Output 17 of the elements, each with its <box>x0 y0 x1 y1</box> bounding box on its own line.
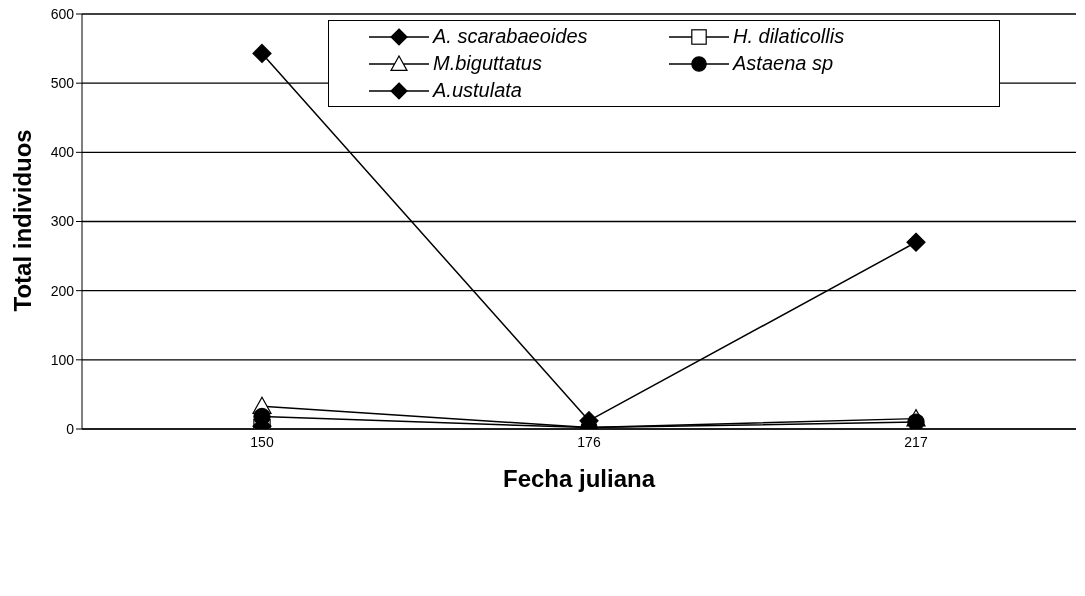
legend-label: Astaena sp <box>733 51 834 76</box>
y-tick-label: 300 <box>50 213 75 230</box>
x-tick-label: 150 <box>250 433 274 450</box>
legend-label: A.ustulata <box>433 78 522 103</box>
y-tick-label: 200 <box>50 282 75 299</box>
y-tick-label: 600 <box>50 5 75 22</box>
x-tick-label: 176 <box>577 433 601 450</box>
x-axis-title: Fecha juliana <box>502 465 656 492</box>
y-tick-label: 0 <box>66 420 75 437</box>
legend-label: M.biguttatus <box>433 51 542 76</box>
y-axis-title: Total individuos <box>8 129 36 312</box>
y-tick-label: 100 <box>50 351 75 368</box>
y-tick-label: 400 <box>50 144 75 161</box>
legend-label: H. dilaticollis <box>733 24 845 49</box>
y-tick-label: 500 <box>50 75 75 92</box>
x-tick-label: 217 <box>904 433 928 450</box>
legend-label: A. scarabaeoides <box>433 24 588 49</box>
